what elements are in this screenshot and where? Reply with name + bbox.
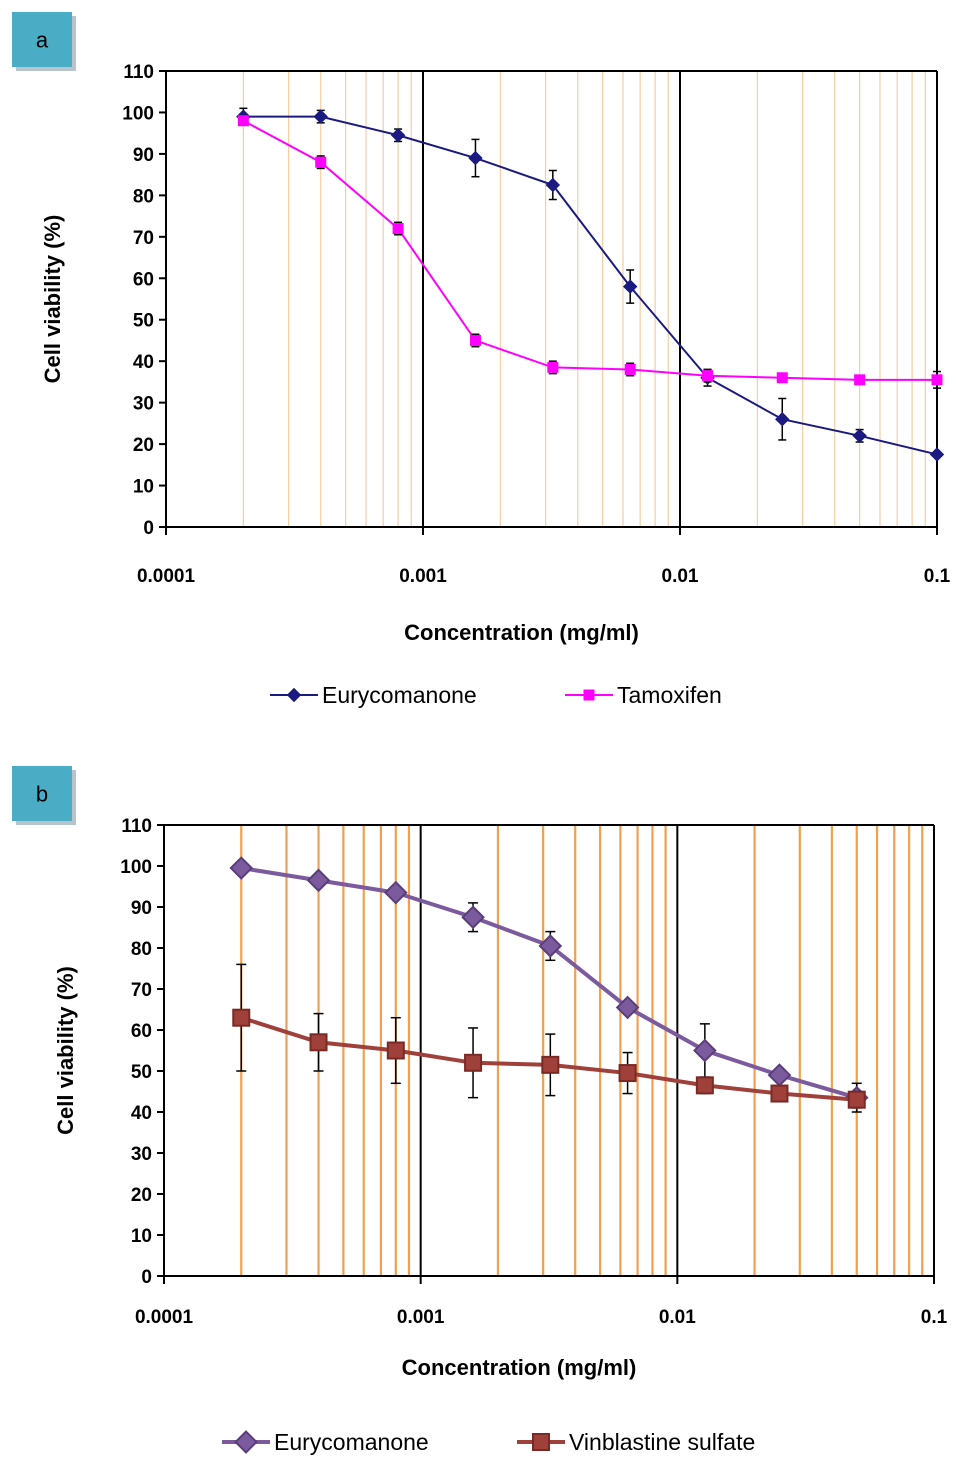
data-point bbox=[237, 115, 249, 127]
y-tick-label: 40 bbox=[133, 352, 154, 373]
data-point bbox=[852, 428, 867, 444]
data-point bbox=[775, 412, 790, 427]
data-point bbox=[767, 1063, 792, 1087]
data-point bbox=[776, 372, 788, 384]
y-tick-label: 10 bbox=[133, 477, 154, 498]
x-tick-label: 0.0001 bbox=[135, 1307, 194, 1328]
y-tick-label: 30 bbox=[131, 1144, 152, 1165]
data-point bbox=[693, 1038, 717, 1063]
data-point bbox=[547, 361, 559, 373]
legend-item: Eurycomanone bbox=[270, 682, 477, 708]
minor-gridlines bbox=[242, 71, 938, 527]
data-point bbox=[392, 223, 404, 235]
y-tick-label: 100 bbox=[120, 857, 152, 878]
series-eurycomanone bbox=[236, 107, 945, 462]
legend-label: Eurycomanone bbox=[274, 1429, 429, 1455]
y-tick-label: 70 bbox=[131, 980, 152, 1001]
y-tick-label: 10 bbox=[131, 1226, 152, 1247]
panel-label: a bbox=[36, 28, 49, 53]
series-vinblastine-sulfate bbox=[232, 963, 866, 1109]
x-tick-label: 0.01 bbox=[659, 1307, 696, 1328]
y-tick-label: 50 bbox=[131, 1062, 152, 1083]
x-tick-label: 0.0001 bbox=[137, 566, 196, 587]
legend-label: Eurycomanone bbox=[322, 682, 477, 708]
y-tick-label: 20 bbox=[133, 435, 154, 456]
data-point bbox=[618, 1064, 637, 1083]
legend: Eurycomanone Vinblastine sulfate bbox=[222, 1429, 755, 1455]
data-point bbox=[468, 150, 483, 166]
data-point bbox=[622, 279, 638, 294]
legend: Eurycomanone Tamoxifen bbox=[270, 682, 722, 708]
x-axis-title: Concentration (mg/ml) bbox=[404, 620, 639, 645]
data-point bbox=[702, 370, 714, 382]
x-axis-title: Concentration (mg/ml) bbox=[402, 1355, 637, 1380]
x-tick-label: 0.1 bbox=[921, 1307, 948, 1328]
legend-label: Tamoxifen bbox=[617, 682, 722, 708]
y-tick-label: 110 bbox=[121, 816, 152, 837]
y-tick-label: 0 bbox=[143, 518, 154, 539]
data-point bbox=[232, 1008, 251, 1027]
series-tamoxifen bbox=[237, 115, 943, 389]
data-point bbox=[461, 905, 485, 930]
y-tick-label: 20 bbox=[131, 1185, 152, 1206]
y-tick-label: 90 bbox=[133, 145, 154, 166]
data-point bbox=[847, 1090, 866, 1109]
y-tick-label: 60 bbox=[133, 269, 154, 290]
data-point bbox=[464, 1053, 483, 1072]
data-point bbox=[695, 1076, 714, 1095]
x-tick-label: 0.001 bbox=[399, 566, 447, 587]
y-axis-title: Cell viability (%) bbox=[53, 966, 78, 1135]
y-tick-label: 30 bbox=[133, 394, 154, 415]
data-point bbox=[309, 1033, 328, 1052]
y-tick-label: 50 bbox=[133, 311, 154, 332]
x-tick-label: 0.1 bbox=[924, 566, 951, 587]
x-tick-label: 0.01 bbox=[662, 566, 699, 587]
legend-item: Eurycomanone bbox=[222, 1429, 429, 1455]
panel-badge bbox=[12, 766, 72, 821]
series-line bbox=[243, 115, 938, 456]
legend-swatch-marker bbox=[234, 1430, 258, 1454]
y-tick-label: 0 bbox=[141, 1267, 152, 1288]
data-point bbox=[383, 880, 408, 905]
data-point bbox=[624, 363, 636, 375]
y-tick-label: 80 bbox=[131, 939, 152, 960]
y-tick-label: 100 bbox=[122, 103, 154, 124]
legend-item: Tamoxifen bbox=[565, 682, 722, 708]
legend-swatch-marker bbox=[583, 689, 595, 701]
data-point bbox=[386, 1041, 405, 1060]
minor-gridlines bbox=[240, 825, 935, 1276]
data-point bbox=[469, 334, 481, 346]
y-tick-label: 40 bbox=[131, 1103, 152, 1124]
legend-swatch-marker bbox=[532, 1433, 550, 1451]
y-tick-label: 60 bbox=[131, 1021, 152, 1042]
data-point bbox=[538, 934, 563, 958]
legend-item: Vinblastine sulfate bbox=[517, 1429, 755, 1455]
data-point bbox=[306, 868, 331, 893]
data-point bbox=[545, 177, 561, 193]
data-point bbox=[615, 995, 640, 1020]
legend-swatch-marker bbox=[286, 687, 302, 703]
legend-label: Vinblastine sulfate bbox=[569, 1429, 755, 1455]
panel-label: b bbox=[36, 782, 48, 807]
data-point bbox=[229, 856, 254, 880]
data-point bbox=[931, 374, 943, 386]
x-tick-label: 0.001 bbox=[397, 1307, 445, 1328]
chart-panel-a: a 0 10 20 30 40 50 60 70 80 90 100 110 0.0001 0.001 0.0… bbox=[12, 12, 951, 708]
data-point bbox=[315, 156, 327, 168]
series-line bbox=[242, 119, 937, 381]
data-point bbox=[929, 447, 945, 462]
y-tick-label: 80 bbox=[133, 186, 154, 207]
panel-badge bbox=[12, 12, 72, 67]
y-axis-title: Cell viability (%) bbox=[40, 215, 65, 384]
chart-panel-b: b 0 10 20 30 40 50 60 70 80 90 100 110 0.0001 0.001 0.0… bbox=[12, 766, 948, 1455]
y-tick-label: 70 bbox=[133, 228, 154, 249]
y-tick-label: 90 bbox=[131, 898, 152, 919]
data-point bbox=[854, 374, 866, 386]
data-point bbox=[770, 1084, 789, 1103]
data-point bbox=[390, 128, 406, 143]
data-point bbox=[313, 109, 328, 124]
data-point bbox=[541, 1055, 560, 1074]
y-tick-label: 110 bbox=[123, 62, 154, 83]
